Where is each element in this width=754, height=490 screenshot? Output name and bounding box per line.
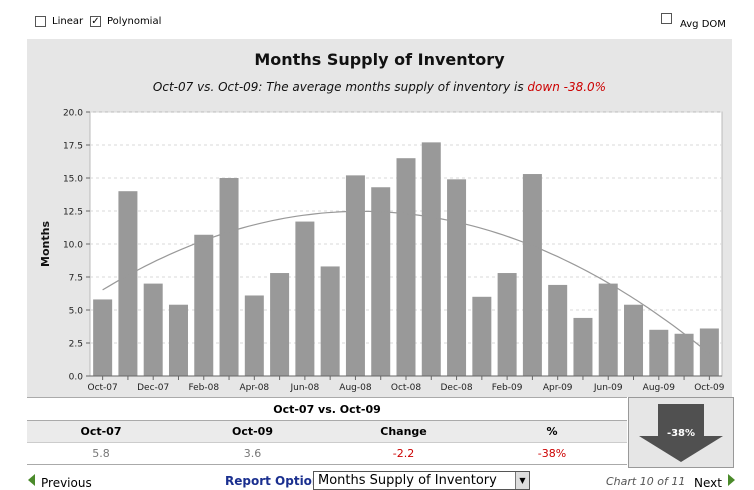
bar [421, 142, 441, 376]
avg-dom-toggle[interactable]: Avg DOM [661, 13, 726, 30]
down-arrow-icon: -38% [639, 404, 723, 462]
linear-checkbox[interactable] [35, 16, 46, 27]
report-select-value: Months Supply of Inventory [318, 473, 497, 488]
badge-label: -38% [667, 428, 695, 439]
avg-dom-label: Avg DOM [680, 19, 726, 30]
y-tick-label: 10.0 [63, 241, 83, 251]
summary-header-cell: Oct-07 [80, 425, 122, 438]
next-link[interactable]: Next [694, 473, 735, 490]
top-options-row: Linear ✓ Polynomial Avg DOM [0, 0, 754, 40]
y-tick-label: 12.5 [63, 208, 83, 218]
summary-header-cell: Change [380, 425, 427, 438]
chart-count: Chart 10 of 11 [606, 475, 686, 488]
summary-value-start: 5.8 [92, 447, 110, 460]
change-badge: -38% [628, 397, 734, 468]
bar [270, 273, 290, 376]
y-tick-label: 5.0 [69, 307, 84, 317]
y-tick-label: 15.0 [63, 175, 83, 185]
summary-values-row: 5.8 3.6 -2.2 -38% [27, 443, 627, 465]
summary-header-cell: Oct-09 [231, 425, 273, 438]
trendline [102, 210, 710, 355]
x-tick-label: Jun-08 [289, 383, 319, 393]
report-options-link[interactable]: Report Options [225, 474, 328, 488]
subtitle-change: down -38.0% [527, 80, 607, 94]
x-tick-label: Dec-08 [440, 383, 472, 393]
bar [244, 295, 264, 376]
summary-value-end: 3.6 [243, 447, 262, 460]
y-tick-label: 2.5 [69, 340, 83, 350]
report-select[interactable]: Months Supply of Inventory ▼ [313, 471, 530, 490]
polynomial-label: Polynomial [107, 16, 162, 27]
avg-dom-checkbox[interactable] [661, 13, 672, 24]
linear-toggle[interactable]: Linear [35, 16, 83, 27]
bar [674, 333, 694, 376]
polynomial-toggle[interactable]: ✓ Polynomial [90, 16, 161, 27]
chart-panel: Months Supply of Inventory Oct-07 vs. Oc… [27, 39, 732, 397]
y-tick-label: 0.0 [69, 373, 84, 383]
x-tick-label: Aug-09 [643, 383, 676, 393]
previous-link[interactable]: Previous [28, 473, 92, 490]
x-tick-label: Feb-09 [492, 383, 523, 393]
summary-header-cell: % [546, 425, 558, 438]
bar [219, 178, 239, 376]
summary-table: Oct-07 vs. Oct-09 Oct-07 Oct-09 Change %… [27, 397, 627, 465]
summary-value-percent: -38% [537, 447, 567, 460]
x-tick-label: Oct-07 [88, 383, 118, 393]
previous-label: Previous [41, 476, 92, 490]
y-tick-label: 17.5 [63, 142, 83, 152]
x-tick-label: Apr-09 [543, 383, 573, 393]
x-tick-label: Dec-07 [137, 383, 169, 393]
linear-label: Linear [52, 16, 84, 27]
bar [396, 158, 416, 376]
x-tick-label: Oct-08 [391, 383, 422, 393]
y-tick-label: 7.5 [69, 274, 83, 284]
bar [345, 175, 365, 376]
x-tick-label: Oct-09 [694, 383, 725, 393]
bar [649, 329, 669, 376]
y-tick-label: 20.0 [63, 109, 83, 119]
chevron-down-icon[interactable]: ▼ [515, 472, 529, 489]
x-tick-label: Feb-08 [188, 383, 219, 393]
next-label: Next [694, 476, 722, 490]
bar [93, 299, 113, 376]
summary-header-row: Oct-07 Oct-09 Change % [27, 421, 627, 443]
bar [447, 179, 467, 376]
previous-arrow-icon [28, 474, 35, 486]
polynomial-checkbox[interactable]: ✓ [90, 16, 101, 27]
bar-chart: 0.0 2.5 5.0 7.5 10.0 12.5 15.0 17.5 20.0 Months Oc… [39, 109, 725, 394]
summary-title: Oct-07 vs. Oct-09 [27, 397, 627, 421]
bar [548, 284, 568, 376]
bar [118, 191, 138, 376]
bar [624, 304, 644, 376]
chart-title: Months Supply of Inventory [254, 50, 505, 69]
summary-value-change: -2.2 [392, 447, 415, 460]
bar [371, 187, 391, 376]
bar [598, 283, 618, 376]
x-tick-label: Apr-08 [239, 383, 269, 393]
bar [699, 328, 719, 376]
x-tick-label: Aug-08 [339, 383, 372, 393]
bar [194, 234, 214, 376]
footer-bar: Previous Report Options Months Supply of… [0, 468, 754, 490]
x-tick-label: Jun-09 [593, 383, 623, 393]
bar [320, 266, 340, 376]
bar [295, 221, 315, 376]
y-axis-label: Months [39, 221, 52, 267]
subtitle-prefix: Oct-07 vs. Oct-09: The average months su… [152, 80, 524, 94]
chart-subtitle: Oct-07 vs. Oct-09: The average months su… [27, 80, 732, 94]
bar [522, 174, 542, 376]
bar [168, 304, 188, 376]
next-arrow-icon [727, 474, 735, 486]
bar [573, 317, 593, 376]
bar [472, 296, 492, 376]
bar [143, 283, 163, 376]
bar [497, 273, 517, 376]
